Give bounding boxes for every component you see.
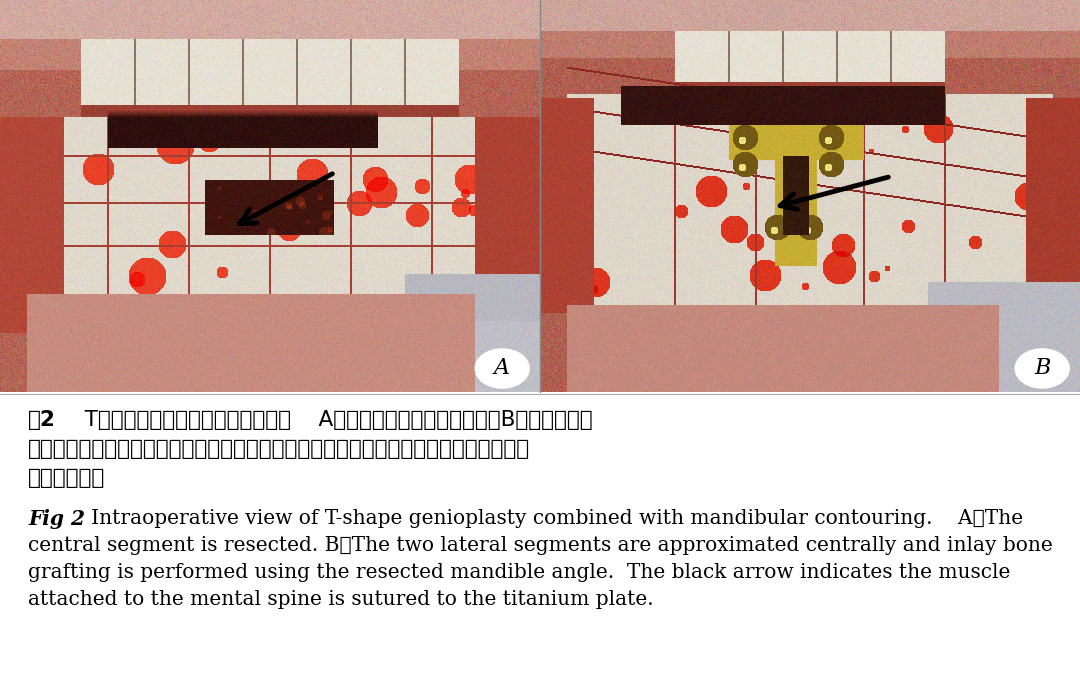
Text: central segment is resected. B：The two lateral segments are approximated central: central segment is resected. B：The two l… [28,536,1053,555]
Text: T形颏成形术中合并下颌角截骨术照    A：切除正中骨段（箭头示）；B：将外侧骨段: T形颏成形术中合并下颌角截骨术照 A：切除正中骨段（箭头示）；B：将外侧骨段 [64,410,593,430]
Text: 向近中贴合，利用切除的下颌角进行植骨，黑色箭头表示将原本附着于颏棘上的肌肉悬吊: 向近中贴合，利用切除的下颌角进行植骨，黑色箭头表示将原本附着于颏棘上的肌肉悬吊 [28,439,530,459]
Text: attached to the mental spine is sutured to the titanium plate.: attached to the mental spine is sutured … [28,590,653,609]
Text: Intraoperative view of T-shape genioplasty combined with mandibular contouring. : Intraoperative view of T-shape genioplas… [72,509,1023,528]
Text: B: B [1034,357,1051,379]
Text: grafting is performed using the resected mandible angle.  The black arrow indica: grafting is performed using the resected… [28,563,1011,582]
Circle shape [475,349,529,388]
Text: Fig 2: Fig 2 [28,509,85,529]
Text: 图2: 图2 [28,410,56,430]
Text: A: A [495,357,510,379]
Text: 缝合至钛板上: 缝合至钛板上 [28,468,105,488]
Circle shape [1015,349,1069,388]
